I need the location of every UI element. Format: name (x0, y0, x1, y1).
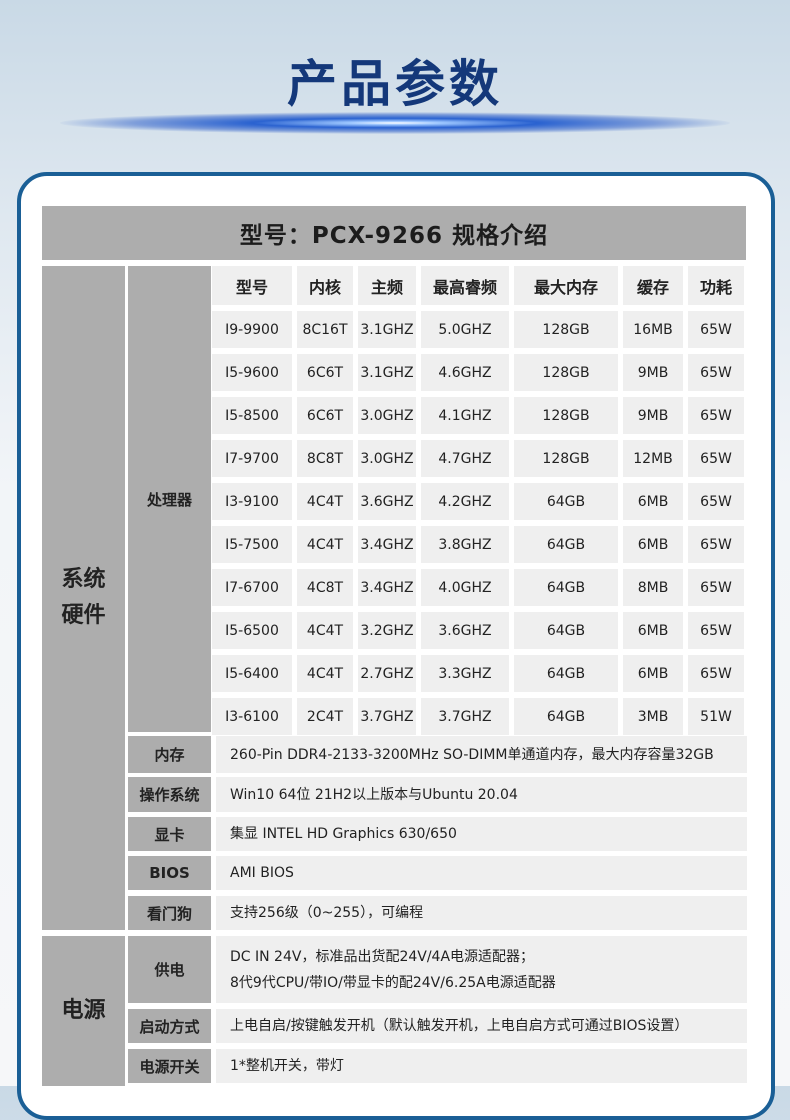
spec-label: 内存 (128, 736, 211, 773)
power-spec-value: DC IN 24V，标准品出货配24V/4A电源适配器； 8代9代CPU/带IO… (216, 936, 747, 1003)
cpu-table-cell: 6MB (623, 526, 683, 563)
cpu-table-cell: 3.7GHZ (421, 698, 509, 735)
cpu-header-cell: 最大内存 (514, 266, 618, 305)
cpu-table-cell: 65W (688, 440, 744, 477)
cpu-table-cell: 4C4T (297, 483, 353, 520)
cpu-table-cell: 8C8T (297, 440, 353, 477)
spec-label: BIOS (128, 856, 211, 890)
cpu-table-cell: I7-6700 (212, 569, 292, 606)
spec-label: 看门狗 (128, 896, 211, 930)
cpu-table-cell: 3.4GHZ (358, 526, 416, 563)
cpu-table-cell: 65W (688, 397, 744, 434)
spec-label: 显卡 (128, 817, 211, 851)
cpu-table-cell: 6MB (623, 612, 683, 649)
cpu-table-cell: 65W (688, 655, 744, 692)
cpu-table-cell: 3.8GHZ (421, 526, 509, 563)
spec-value: Win10 64位 21H2以上版本与Ubuntu 20.04 (216, 777, 747, 812)
cpu-table-cell: 6MB (623, 655, 683, 692)
cpu-table-cell: 65W (688, 311, 744, 348)
cpu-table-cell: 64GB (514, 483, 618, 520)
cpu-table-cell: 6C6T (297, 354, 353, 391)
cpu-table-cell: I5-6500 (212, 612, 292, 649)
power-spec-value: 上电自启/按键触发开机（默认触发开机，上电自启方式可通过BIOS设置） (216, 1009, 747, 1043)
cpu-table-cell: I5-8500 (212, 397, 292, 434)
cpu-table-cell: 65W (688, 569, 744, 606)
cpu-table-cell: 4.6GHZ (421, 354, 509, 391)
cpu-table-cell: 64GB (514, 698, 618, 735)
cpu-table-cell: 64GB (514, 569, 618, 606)
cpu-table-cell: 65W (688, 526, 744, 563)
cpu-table-cell: 64GB (514, 655, 618, 692)
cpu-table-cell: 4.7GHZ (421, 440, 509, 477)
cpu-table-cell: I9-9900 (212, 311, 292, 348)
cpu-table-cell: 4C4T (297, 612, 353, 649)
cpu-table-cell: 3.1GHZ (358, 311, 416, 348)
cpu-header-cell: 型号 (212, 266, 292, 305)
cpu-table-cell: 3.6GHZ (358, 483, 416, 520)
power-spec-label: 供电 (128, 936, 211, 1003)
cpu-table-cell: 3.2GHZ (358, 612, 416, 649)
spec-value: 支持256级（0~255），可编程 (216, 896, 747, 930)
cpu-table-cell: 51W (688, 698, 744, 735)
cpu-table-cell: 64GB (514, 612, 618, 649)
cpu-table-cell: I5-6400 (212, 655, 292, 692)
cpu-table-cell: 4C4T (297, 655, 353, 692)
cpu-table-cell: 64GB (514, 526, 618, 563)
section-system-hardware: 系统 硬件 (42, 266, 125, 930)
power-spec-label: 电源开关 (128, 1049, 211, 1083)
cpu-table-cell: 3.1GHZ (358, 354, 416, 391)
cpu-table-cell: I5-9600 (212, 354, 292, 391)
cpu-header-cell: 主频 (358, 266, 416, 305)
cpu-table-cell: 4C8T (297, 569, 353, 606)
cpu-table-cell: 3.0GHZ (358, 440, 416, 477)
cpu-header-cell: 缓存 (623, 266, 683, 305)
cpu-table-cell: 8C16T (297, 311, 353, 348)
cpu-table-cell: 128GB (514, 311, 618, 348)
cpu-table-cell: 6MB (623, 483, 683, 520)
cpu-label: 处理器 (128, 266, 211, 732)
cpu-header-cell: 内核 (297, 266, 353, 305)
cpu-table-cell: 3.7GHZ (358, 698, 416, 735)
power-spec-label: 启动方式 (128, 1009, 211, 1043)
cpu-table-cell: 128GB (514, 397, 618, 434)
cpu-table-cell: 9MB (623, 354, 683, 391)
cpu-table-cell: 3.0GHZ (358, 397, 416, 434)
cpu-table-cell: 65W (688, 612, 744, 649)
cpu-table-cell: 9MB (623, 397, 683, 434)
cpu-table-cell: 3.4GHZ (358, 569, 416, 606)
cpu-table-cell: I5-7500 (212, 526, 292, 563)
cpu-table-cell: 2C4T (297, 698, 353, 735)
cpu-table-cell: 128GB (514, 354, 618, 391)
section-power: 电源 (42, 936, 125, 1086)
cpu-table-cell: 4.0GHZ (421, 569, 509, 606)
cpu-table-cell: 12MB (623, 440, 683, 477)
cpu-table-cell: 4.2GHZ (421, 483, 509, 520)
cpu-table-cell: 3MB (623, 698, 683, 735)
cpu-table-cell: 128GB (514, 440, 618, 477)
spec-value: 260-Pin DDR4-2133-3200MHz SO-DIMM单通道内存，最… (216, 736, 747, 773)
page-title: 产品参数 (287, 55, 503, 113)
cpu-table-cell: 6C6T (297, 397, 353, 434)
cpu-table-cell: 16MB (623, 311, 683, 348)
cpu-table-cell: 3.3GHZ (421, 655, 509, 692)
spec-value: AMI BIOS (216, 856, 747, 890)
power-spec-value: 1*整机开关，带灯 (216, 1049, 747, 1083)
cpu-table-cell: 5.0GHZ (421, 311, 509, 348)
cpu-table-cell: 2.7GHZ (358, 655, 416, 692)
table-title: 型号：PCX-9266 规格介绍 (42, 206, 746, 260)
spec-label: 操作系统 (128, 777, 211, 812)
cpu-table-cell: I3-6100 (212, 698, 292, 735)
cpu-table-cell: I7-9700 (212, 440, 292, 477)
cpu-header-cell: 最高睿频 (421, 266, 509, 305)
cpu-table-cell: 65W (688, 483, 744, 520)
cpu-table-cell: 4C4T (297, 526, 353, 563)
cpu-table-cell: 4.1GHZ (421, 397, 509, 434)
title-glow-decoration (60, 112, 730, 134)
spec-value: 集显 INTEL HD Graphics 630/650 (216, 817, 747, 851)
cpu-header-cell: 功耗 (688, 266, 744, 305)
cpu-table-cell: 8MB (623, 569, 683, 606)
cpu-table-cell: I3-9100 (212, 483, 292, 520)
cpu-table-cell: 3.6GHZ (421, 612, 509, 649)
cpu-table-cell: 65W (688, 354, 744, 391)
